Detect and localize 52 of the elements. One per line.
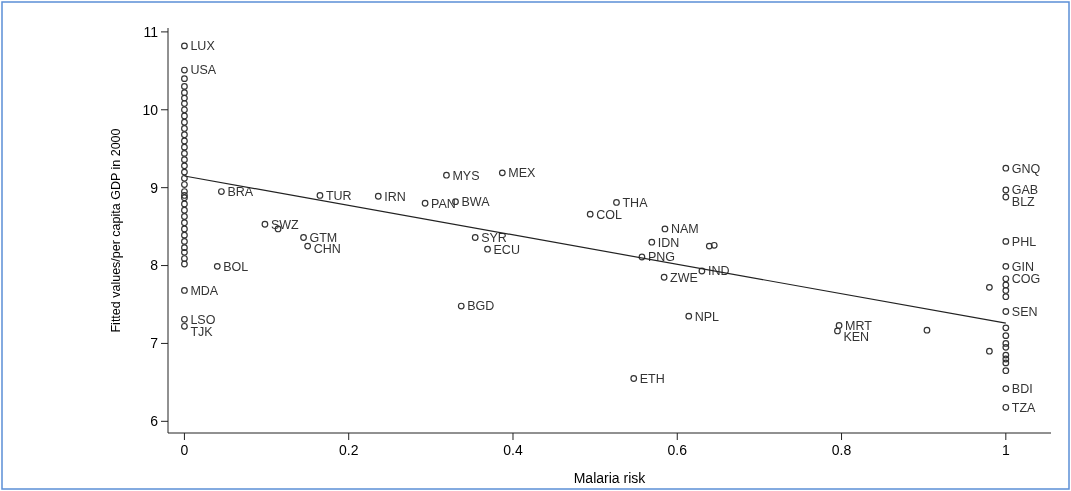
data-label: SWZ — [270, 217, 300, 232]
data-label: MRT — [845, 318, 873, 333]
data-label: GAB — [1011, 183, 1039, 198]
y-tick-label: 10 — [142, 101, 159, 118]
data-label: PAN — [431, 196, 456, 211]
data-label: GIN — [1011, 259, 1035, 274]
x-axis-title: Malaria risk — [573, 470, 647, 486]
data-label: COL — [596, 207, 622, 222]
data-label: SEN — [1011, 304, 1038, 319]
data-label: ZWE — [670, 270, 698, 285]
data-label: MYS — [452, 168, 480, 183]
y-axis-title: Fitted values/per capita GDP in 2000 — [109, 128, 123, 333]
y-tick-label: 6 — [150, 413, 159, 430]
data-label: BGD — [467, 299, 495, 314]
data-label: CHN — [313, 242, 341, 257]
data-label: MEX — [508, 166, 537, 181]
x-tick-label: 0.4 — [503, 442, 523, 458]
data-label: IDN — [657, 235, 680, 250]
data-label: BRA — [227, 184, 254, 199]
data-label: SYR — [481, 230, 507, 245]
data-label: NAM — [670, 222, 699, 237]
data-label: COG — [1011, 272, 1041, 287]
x-tick-label: 0.2 — [338, 442, 359, 458]
data-label: GNQ — [1011, 161, 1041, 176]
data-label: USA — [190, 63, 217, 78]
x-tick-label: 0.8 — [831, 442, 852, 458]
data-label: KEN — [843, 330, 870, 345]
data-label: TJK — [190, 324, 214, 339]
x-tick-label: 1 — [1001, 442, 1010, 458]
data-label: ETH — [639, 371, 665, 386]
data-label: BWA — [461, 195, 491, 210]
data-label: THA — [622, 195, 649, 210]
data-label: PHL — [1011, 234, 1037, 249]
data-label: TUR — [325, 188, 352, 203]
y-tick-label: 11 — [143, 23, 159, 40]
data-label: TZA — [1011, 400, 1037, 415]
data-label: BOL — [223, 259, 249, 274]
data-label: PNG — [647, 250, 676, 265]
data-label: BLZ — [1011, 195, 1036, 210]
data-label: LUX — [190, 39, 216, 54]
data-label: MDA — [190, 283, 219, 298]
y-tick-label: 9 — [150, 179, 159, 196]
data-label: IRN — [384, 189, 406, 204]
y-tick-label: 7 — [150, 335, 159, 352]
x-tick-label: 0.6 — [667, 442, 688, 458]
data-label: ECU — [493, 242, 520, 257]
data-label: NPL — [694, 309, 720, 324]
data-label: BDI — [1011, 381, 1033, 396]
data-label: GTM — [309, 230, 338, 245]
x-tick-label: 0 — [180, 442, 189, 458]
y-tick-label: 8 — [150, 257, 159, 274]
data-label: LSO — [190, 312, 216, 327]
